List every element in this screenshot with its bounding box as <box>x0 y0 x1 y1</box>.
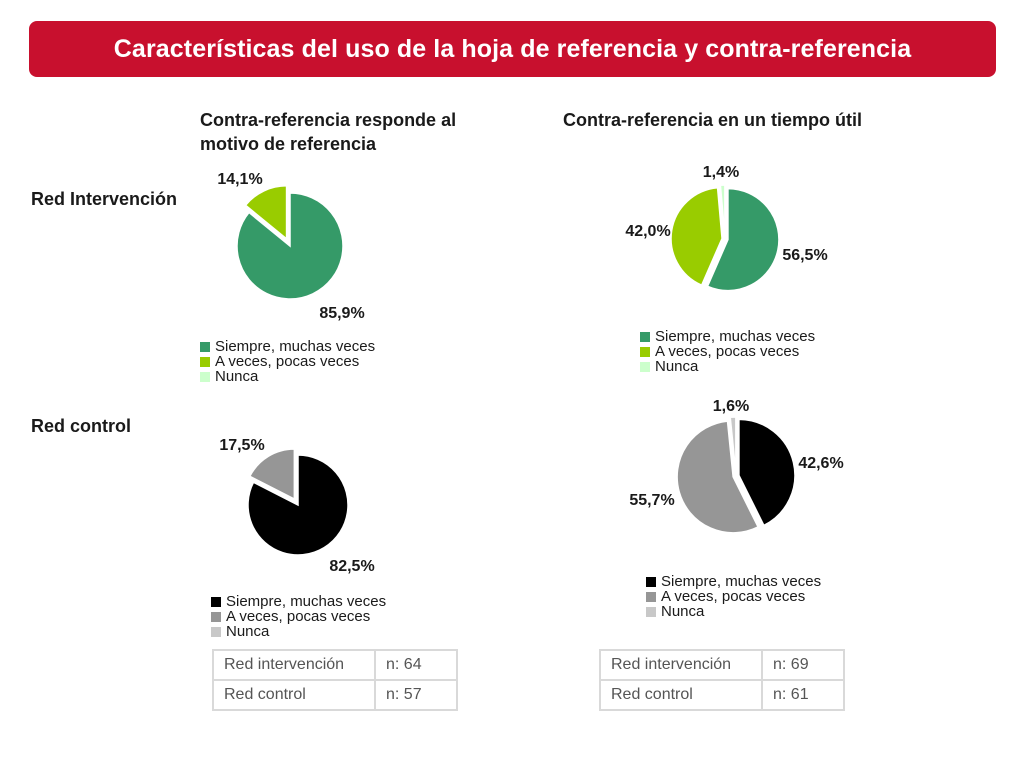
table-cell-n: n: 69 <box>761 649 845 681</box>
legend-label: Nunca <box>661 603 705 620</box>
data-label-siempre: 56,5% <box>782 247 827 264</box>
table-cell-n: n: 61 <box>761 679 845 711</box>
legend-swatch-a-veces <box>640 346 650 357</box>
table-cell-n: n: 64 <box>374 649 458 681</box>
pie-slice-a-veces <box>670 186 723 287</box>
column-title-tiempo: Contra-referencia en un tiempo útil <box>563 110 863 130</box>
legend-label: Nunca <box>226 623 270 640</box>
table-cell-group: Red intervención <box>599 649 763 681</box>
legend-swatch-nunca <box>211 626 221 637</box>
pie-slice-a-veces <box>248 448 296 501</box>
data-label-siempre: 85,9% <box>319 305 364 322</box>
legend-item-siempre: Siempre, muchas veces <box>200 339 375 354</box>
legend-swatch-siempre <box>211 596 221 607</box>
sample-size-table-tiempo: Red intervención n: 69 Red control n: 61 <box>599 649 845 711</box>
legend-swatch-a-veces <box>211 611 221 622</box>
legend-swatch-siempre <box>200 341 210 352</box>
pie-slice-nunca <box>719 184 726 237</box>
pie-slice-a-veces <box>244 185 288 241</box>
page-title: Características del uso de la hoja de re… <box>113 34 912 63</box>
pie-slice-siempre <box>738 418 796 527</box>
legend-label: A veces, pocas veces <box>215 353 360 370</box>
legend-label: Nunca <box>215 368 259 385</box>
legend-swatch-nunca <box>200 371 210 382</box>
legend-item-siempre: Siempre, muchas veces <box>640 329 815 344</box>
legend-intervencion-tiempo: Siempre, muchas veces A veces, pocas vec… <box>640 329 815 374</box>
legend-swatch-a-veces <box>646 591 656 602</box>
row-label-control: Red control <box>31 416 132 436</box>
legend-label: Siempre, muchas veces <box>215 338 376 355</box>
legend-swatch-nunca <box>646 606 656 617</box>
legend-item-siempre: Siempre, muchas veces <box>646 574 821 589</box>
pie-slice-siempre <box>236 192 344 300</box>
data-label-nunca: 1,4% <box>703 164 739 181</box>
legend-label: Siempre, muchas veces <box>655 328 816 345</box>
table-cell-group: Red intervención <box>212 649 376 681</box>
legend-label: A veces, pocas veces <box>655 343 800 360</box>
legend-label: Siempre, muchas veces <box>661 573 822 590</box>
table-cell-group: Red control <box>599 679 763 711</box>
row-label-intervencion: Red Intervención <box>31 189 178 209</box>
table-row: Red intervención n: 64 <box>212 649 458 681</box>
legend-swatch-nunca <box>640 361 650 372</box>
legend-intervencion-motivo: Siempre, muchas veces A veces, pocas vec… <box>200 339 375 384</box>
table-row: Red control n: 61 <box>599 679 845 711</box>
legend-item-nunca: Nunca <box>211 624 386 639</box>
data-label-a-veces: 42,0% <box>625 223 670 240</box>
sample-size-table-motivo: Red intervención n: 64 Red control n: 57 <box>212 649 458 711</box>
title-banner: Características del uso de la hoja de re… <box>29 21 996 77</box>
data-label-a-veces: 14,1% <box>217 171 262 188</box>
legend-label: Nunca <box>655 358 699 375</box>
table-row: Red control n: 57 <box>212 679 458 711</box>
legend-item-nunca: Nunca <box>640 359 815 374</box>
legend-label: Siempre, muchas veces <box>226 593 387 610</box>
column-title-motivo: Contra-referencia responde al motivo de … <box>200 110 457 154</box>
pie-slice-nunca <box>729 416 737 474</box>
data-label-nunca: 1,6% <box>713 398 749 415</box>
legend-swatch-a-veces <box>200 356 210 367</box>
data-label-siempre: 42,6% <box>798 455 843 472</box>
legend-item-a-veces: A veces, pocas veces <box>200 354 375 369</box>
legend-label: A veces, pocas veces <box>226 608 371 625</box>
legend-item-a-veces: A veces, pocas veces <box>640 344 815 359</box>
legend-control-motivo: Siempre, muchas veces A veces, pocas vec… <box>211 594 386 639</box>
table-row: Red intervención n: 69 <box>599 649 845 681</box>
data-label-a-veces: 17,5% <box>219 437 264 454</box>
pie-slice-a-veces <box>676 420 760 534</box>
data-label-siempre: 82,5% <box>329 558 374 575</box>
data-label-a-veces: 55,7% <box>629 492 674 509</box>
legend-item-a-veces: A veces, pocas veces <box>646 589 821 604</box>
table-cell-n: n: 57 <box>374 679 458 711</box>
legend-item-siempre: Siempre, muchas veces <box>211 594 386 609</box>
legend-item-a-veces: A veces, pocas veces <box>211 609 386 624</box>
legend-swatch-siempre <box>646 576 656 587</box>
legend-item-nunca: Nunca <box>646 604 821 619</box>
table-cell-group: Red control <box>212 679 376 711</box>
legend-item-nunca: Nunca <box>200 369 375 384</box>
pie-slice-siempre <box>706 187 780 292</box>
legend-label: A veces, pocas veces <box>661 588 806 605</box>
legend-swatch-siempre <box>640 331 650 342</box>
legend-control-tiempo: Siempre, muchas veces A veces, pocas vec… <box>646 574 821 619</box>
pie-slice-siempre <box>247 454 349 556</box>
